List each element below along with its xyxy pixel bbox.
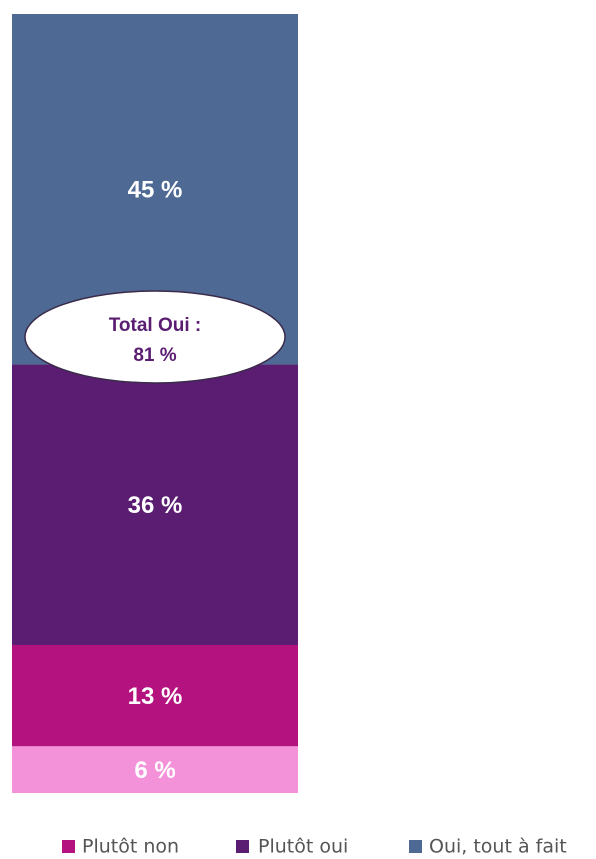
value-label: 13 % xyxy=(128,683,183,710)
legend-label: Plutôt oui xyxy=(258,836,348,858)
legend-marker xyxy=(236,840,249,853)
legend-marker xyxy=(62,840,75,853)
value-label: 45 % xyxy=(128,177,183,204)
legend-label: Plutôt non xyxy=(82,836,179,858)
bar-segment xyxy=(12,364,298,645)
value-label: 6 % xyxy=(134,757,175,784)
bar-segment xyxy=(12,746,298,793)
legend-marker xyxy=(409,840,422,853)
annotation-text: Total Oui : xyxy=(109,315,202,336)
annotation-text: 81 % xyxy=(133,345,176,366)
bar-segment xyxy=(12,644,298,747)
value-label: 36 % xyxy=(128,492,183,519)
annotation-bubble xyxy=(24,290,286,384)
legend-label: Oui, tout à fait xyxy=(429,836,567,858)
